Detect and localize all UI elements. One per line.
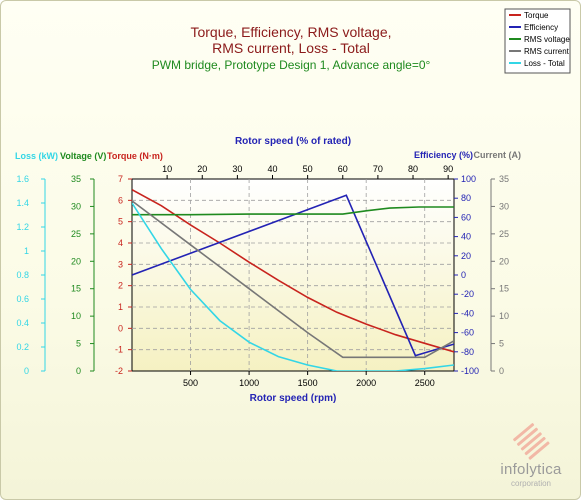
- loss-axis-label: Loss (kW): [15, 151, 58, 161]
- efficiency-axis-label: Efficiency (%): [414, 150, 473, 160]
- loss-tick-label-3: 0.6: [16, 294, 29, 304]
- plot-area: [131, 178, 455, 372]
- x-tick-label-4: 2500: [415, 378, 435, 388]
- torque-tick-label-3: 1: [118, 302, 123, 312]
- efficiency-tick-label-4: -20: [461, 289, 474, 299]
- chart-title-line-1: Torque, Efficiency, RMS voltage,: [190, 24, 391, 40]
- torque-tick-label-9: 7: [118, 174, 123, 184]
- brand-sub: corporation: [510, 479, 552, 488]
- torque-tick-label-8: 6: [118, 195, 123, 205]
- chart-title-line-2: RMS current, Loss - Total: [212, 40, 370, 56]
- x2-tick-label-4: 50: [303, 164, 313, 174]
- current-axis-label: Current (A): [474, 150, 522, 160]
- efficiency-tick-label-3: -40: [461, 308, 474, 318]
- current-tick-label-5: 25: [499, 229, 509, 239]
- current-tick-label-0: 0: [499, 366, 504, 376]
- current-tick-label-7: 35: [499, 174, 509, 184]
- efficiency-tick-label-10: 100: [461, 174, 476, 184]
- x-tick-label-1: 1000: [239, 378, 259, 388]
- voltage-axis-label: Voltage (V): [60, 151, 106, 161]
- legend-entry-2: RMS voltage: [524, 35, 570, 44]
- efficiency-tick-label-0: -100: [461, 366, 479, 376]
- series-line-rms-voltage: [132, 206, 454, 216]
- voltage-tick-label-0: 0: [76, 366, 81, 376]
- loss-tick-label-7: 1.4: [16, 198, 29, 208]
- efficiency-tick-label-7: 40: [461, 232, 471, 242]
- voltage-tick-label-5: 25: [71, 229, 81, 239]
- loss-tick-label-2: 0.4: [16, 318, 29, 328]
- series-line-efficiency: [132, 194, 454, 357]
- efficiency-tick-label-6: 20: [461, 251, 471, 261]
- x2-tick-label-6: 70: [373, 164, 383, 174]
- x2-tick-label-1: 20: [197, 164, 207, 174]
- current-tick-label-2: 10: [499, 311, 509, 321]
- loss-tick-label-6: 1.2: [16, 222, 29, 232]
- voltage-tick-label-4: 20: [71, 256, 81, 266]
- series-line-torque: [132, 188, 454, 353]
- loss-tick-label-5: 1: [24, 246, 29, 256]
- x-tick-label-2: 1500: [298, 378, 318, 388]
- x2-tick-label-3: 40: [268, 164, 278, 174]
- efficiency-tick-label-9: 80: [461, 193, 471, 203]
- torque-tick-label-7: 5: [118, 217, 123, 227]
- legend-entry-0: Torque: [524, 11, 549, 20]
- x2-tick-label-2: 30: [232, 164, 242, 174]
- x2-tick-label-0: 10: [162, 164, 172, 174]
- voltage-tick-label-3: 15: [71, 284, 81, 294]
- voltage-tick-label-6: 30: [71, 201, 81, 211]
- chart-subtitle: PWM bridge, Prototype Design 1, Advance …: [152, 58, 431, 72]
- series-line-rms-current: [132, 200, 454, 359]
- current-tick-label-3: 15: [499, 284, 509, 294]
- legend-entry-3: RMS current: [524, 47, 570, 56]
- loss-tick-label-8: 1.6: [16, 174, 29, 184]
- loss-tick-label-4: 0.8: [16, 270, 29, 280]
- loss-tick-label-1: 0.2: [16, 342, 29, 352]
- current-tick-label-6: 30: [499, 201, 509, 211]
- x-tick-label-3: 2000: [356, 378, 376, 388]
- torque-tick-label-4: 2: [118, 281, 123, 291]
- voltage-tick-label-7: 35: [71, 174, 81, 184]
- efficiency-tick-label-1: -80: [461, 347, 474, 357]
- voltage-tick-label-2: 10: [71, 311, 81, 321]
- x2-tick-label-8: 90: [443, 164, 453, 174]
- legend-entry-1: Efficiency: [524, 23, 558, 32]
- efficiency-tick-label-5: 0: [461, 270, 466, 280]
- x2-tick-label-7: 80: [408, 164, 418, 174]
- legend-entry-4: Loss - Total: [524, 59, 565, 68]
- brand-logo: infolytica corporation: [491, 421, 571, 493]
- efficiency-tick-label-2: -60: [461, 328, 474, 338]
- torque-tick-label-1: -1: [115, 345, 123, 355]
- x-axis-label: Rotor speed (rpm): [250, 393, 337, 404]
- x2-axis-label: Rotor speed (% of rated): [235, 136, 351, 147]
- loss-tick-label-0: 0: [24, 366, 29, 376]
- infolytica-logo-icon: [513, 423, 550, 460]
- x-tick-label-0: 500: [183, 378, 198, 388]
- torque-tick-label-5: 3: [118, 259, 123, 269]
- series-line-loss-total: [132, 202, 454, 371]
- efficiency-tick-label-8: 60: [461, 212, 471, 222]
- x2-tick-label-5: 60: [338, 164, 348, 174]
- torque-tick-label-0: -2: [115, 366, 123, 376]
- current-tick-label-1: 5: [499, 339, 504, 349]
- voltage-tick-label-1: 5: [76, 339, 81, 349]
- torque-tick-label-6: 4: [118, 238, 123, 248]
- brand-name: infolytica: [500, 461, 562, 478]
- current-tick-label-4: 20: [499, 256, 509, 266]
- torque-tick-label-2: 0: [118, 323, 123, 333]
- torque-axis-label: Torque (N·m): [107, 151, 163, 161]
